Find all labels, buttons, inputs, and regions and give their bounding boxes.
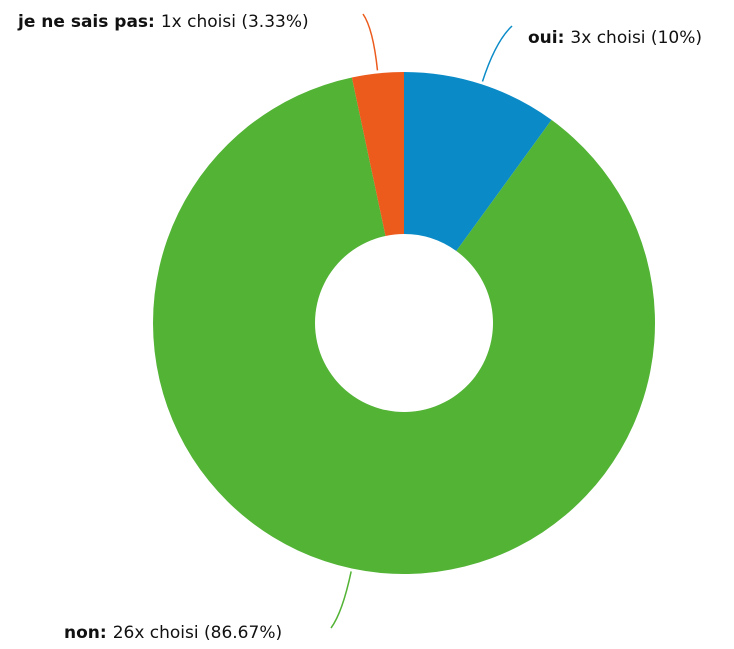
leader-line	[481, 25, 513, 82]
slice-value: 1x choisi (3.33%)	[161, 12, 309, 32]
slice-label: non: 26x choisi (86.67%)	[64, 623, 282, 643]
slice-name: je ne sais pas:	[17, 12, 155, 32]
slice-value: 26x choisi (86.67%)	[113, 623, 282, 643]
wedge	[404, 72, 552, 251]
slice-name: oui:	[528, 28, 564, 48]
slice-label: oui: 3x choisi (10%)	[528, 28, 702, 48]
wedge	[153, 77, 655, 574]
slice-name: non:	[64, 623, 107, 643]
slice-value: 3x choisi (10%)	[570, 28, 702, 48]
slice-label: je ne sais pas: 1x choisi (3.33%)	[17, 12, 309, 32]
leader-line	[362, 13, 379, 71]
leader-line	[330, 571, 352, 629]
wedge	[351, 72, 404, 236]
